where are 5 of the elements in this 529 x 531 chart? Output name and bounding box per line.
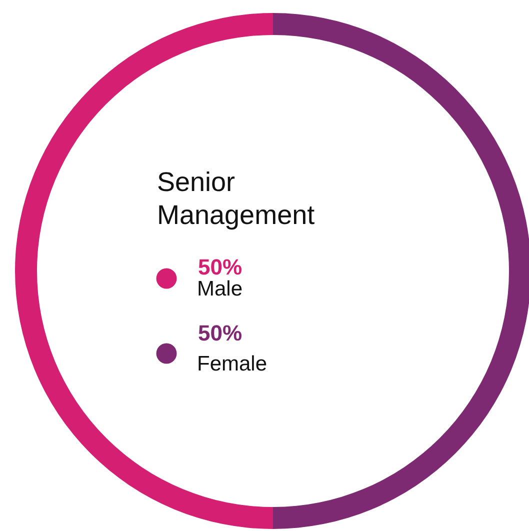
text: Senior Management [157, 167, 316, 230]
legend-label: Female [197, 352, 268, 376]
data-label: 50% [198, 254, 242, 280]
legend-label: Male [197, 278, 243, 300]
data-label: 50% [198, 320, 242, 346]
